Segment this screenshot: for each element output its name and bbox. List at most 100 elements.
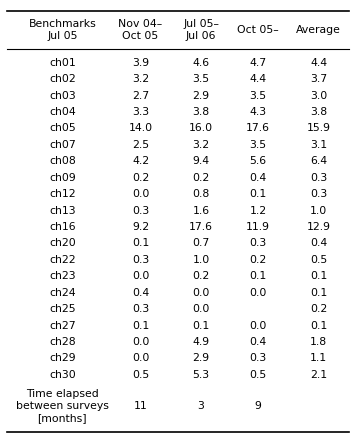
Text: 17.6: 17.6 — [189, 222, 213, 232]
Text: 0.2: 0.2 — [193, 271, 210, 281]
Text: 15.9: 15.9 — [307, 124, 331, 133]
Text: 0.3: 0.3 — [132, 205, 149, 216]
Text: ch03: ch03 — [49, 91, 76, 101]
Text: 4.7: 4.7 — [250, 58, 267, 68]
Text: 4.4: 4.4 — [250, 74, 267, 84]
Text: 3.2: 3.2 — [132, 74, 149, 84]
Text: 0.1: 0.1 — [132, 238, 149, 249]
Text: 3.5: 3.5 — [193, 74, 210, 84]
Text: 0.0: 0.0 — [132, 189, 149, 199]
Text: 0.0: 0.0 — [132, 353, 149, 363]
Text: ch07: ch07 — [49, 140, 76, 150]
Text: 0.5: 0.5 — [250, 370, 267, 380]
Text: 3.9: 3.9 — [132, 58, 149, 68]
Text: 0.0: 0.0 — [250, 320, 267, 330]
Text: 0.3: 0.3 — [310, 173, 327, 183]
Text: 0.1: 0.1 — [250, 271, 267, 281]
Text: ch23: ch23 — [49, 271, 75, 281]
Text: ch02: ch02 — [49, 74, 76, 84]
Text: ch05: ch05 — [49, 124, 76, 133]
Text: 3.7: 3.7 — [310, 74, 327, 84]
Text: 0.0: 0.0 — [193, 304, 210, 314]
Text: 0.4: 0.4 — [250, 337, 267, 347]
Text: 0.2: 0.2 — [193, 173, 210, 183]
Text: 0.1: 0.1 — [310, 271, 327, 281]
Text: 0.1: 0.1 — [250, 189, 267, 199]
Text: 3.5: 3.5 — [250, 140, 267, 150]
Text: ch22: ch22 — [49, 255, 75, 265]
Text: ch30: ch30 — [49, 370, 76, 380]
Text: 0.3: 0.3 — [250, 353, 267, 363]
Text: 0.0: 0.0 — [132, 337, 149, 347]
Text: 0.3: 0.3 — [132, 255, 149, 265]
Text: 0.1: 0.1 — [132, 320, 149, 330]
Text: 11: 11 — [134, 401, 147, 411]
Text: 3.2: 3.2 — [193, 140, 210, 150]
Text: 1.0: 1.0 — [193, 255, 210, 265]
Text: Benchmarks
Jul 05: Benchmarks Jul 05 — [28, 19, 96, 41]
Text: 0.2: 0.2 — [310, 304, 327, 314]
Text: Oct 05–: Oct 05– — [237, 25, 279, 35]
Text: 0.8: 0.8 — [193, 189, 210, 199]
Text: 0.0: 0.0 — [193, 288, 210, 298]
Text: ch27: ch27 — [49, 320, 75, 330]
Text: 3.8: 3.8 — [310, 107, 327, 117]
Text: ch29: ch29 — [49, 353, 75, 363]
Text: Jul 05–
Jul 06: Jul 05– Jul 06 — [183, 19, 219, 41]
Text: ch28: ch28 — [49, 337, 75, 347]
Text: Average: Average — [296, 25, 341, 35]
Text: 3.3: 3.3 — [132, 107, 149, 117]
Text: 2.9: 2.9 — [193, 91, 210, 101]
Text: ch08: ch08 — [49, 156, 76, 166]
Text: 0.3: 0.3 — [310, 189, 327, 199]
Text: 12.9: 12.9 — [307, 222, 331, 232]
Text: 1.2: 1.2 — [250, 205, 267, 216]
Text: 2.1: 2.1 — [310, 370, 327, 380]
Text: ch13: ch13 — [49, 205, 75, 216]
Text: 0.5: 0.5 — [310, 255, 327, 265]
Text: ch20: ch20 — [49, 238, 76, 249]
Text: 0.7: 0.7 — [193, 238, 210, 249]
Text: 4.4: 4.4 — [310, 58, 327, 68]
Text: ch16: ch16 — [49, 222, 75, 232]
Text: 3.5: 3.5 — [250, 91, 267, 101]
Text: 4.9: 4.9 — [193, 337, 210, 347]
Text: ch25: ch25 — [49, 304, 75, 314]
Text: 5.6: 5.6 — [250, 156, 267, 166]
Text: 3.1: 3.1 — [310, 140, 327, 150]
Text: 17.6: 17.6 — [246, 124, 270, 133]
Text: 9.2: 9.2 — [132, 222, 149, 232]
Text: 5.3: 5.3 — [193, 370, 210, 380]
Text: Time elapsed
between surveys
[months]: Time elapsed between surveys [months] — [16, 389, 109, 423]
Text: 4.2: 4.2 — [132, 156, 149, 166]
Text: 0.2: 0.2 — [250, 255, 267, 265]
Text: 0.1: 0.1 — [310, 320, 327, 330]
Text: 9.4: 9.4 — [193, 156, 210, 166]
Text: 1.6: 1.6 — [193, 205, 210, 216]
Text: 11.9: 11.9 — [246, 222, 270, 232]
Text: 0.5: 0.5 — [132, 370, 149, 380]
Text: ch24: ch24 — [49, 288, 75, 298]
Text: 0.4: 0.4 — [132, 288, 149, 298]
Text: 0.1: 0.1 — [310, 288, 327, 298]
Text: ch12: ch12 — [49, 189, 75, 199]
Text: 16.0: 16.0 — [189, 124, 213, 133]
Text: ch04: ch04 — [49, 107, 76, 117]
Text: 2.5: 2.5 — [132, 140, 149, 150]
Text: Nov 04–
Oct 05: Nov 04– Oct 05 — [119, 19, 163, 41]
Text: 1.0: 1.0 — [310, 205, 327, 216]
Text: 4.3: 4.3 — [250, 107, 267, 117]
Text: ch01: ch01 — [49, 58, 76, 68]
Text: 2.9: 2.9 — [193, 353, 210, 363]
Text: 0.0: 0.0 — [132, 271, 149, 281]
Text: 3.8: 3.8 — [193, 107, 210, 117]
Text: 1.8: 1.8 — [310, 337, 327, 347]
Text: 3.0: 3.0 — [310, 91, 327, 101]
Text: 6.4: 6.4 — [310, 156, 327, 166]
Text: 0.0: 0.0 — [250, 288, 267, 298]
Text: 2.7: 2.7 — [132, 91, 149, 101]
Text: 3: 3 — [198, 401, 205, 411]
Text: 0.1: 0.1 — [193, 320, 210, 330]
Text: ch09: ch09 — [49, 173, 76, 183]
Text: 0.3: 0.3 — [132, 304, 149, 314]
